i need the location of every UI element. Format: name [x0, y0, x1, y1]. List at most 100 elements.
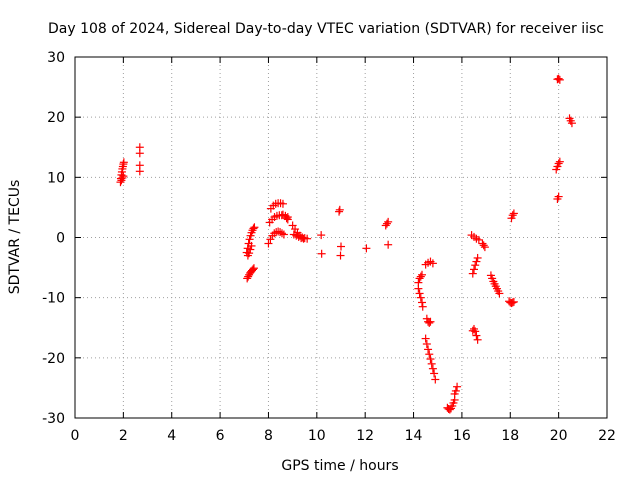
data-point — [567, 119, 576, 128]
data-point — [245, 249, 254, 258]
data-point — [416, 293, 425, 302]
y-tick-label: -30 — [42, 411, 65, 427]
data-point — [453, 382, 462, 391]
data-point — [384, 240, 393, 249]
data-point — [299, 234, 308, 243]
data-point — [554, 74, 563, 83]
data-point — [415, 289, 424, 298]
data-point — [468, 269, 477, 278]
data-point — [248, 265, 257, 274]
data-point — [479, 241, 488, 250]
data-point — [317, 231, 326, 240]
data-point — [554, 159, 563, 168]
data-point — [431, 375, 440, 384]
data-point — [336, 251, 345, 260]
x-tick-label: 6 — [216, 428, 225, 444]
x-tick-label: 4 — [167, 428, 176, 444]
x-tick-label: 10 — [308, 428, 326, 444]
data-point — [480, 243, 489, 252]
data-point — [270, 229, 279, 238]
data-point — [135, 167, 144, 176]
data-point — [337, 242, 345, 251]
data-point — [473, 253, 482, 262]
grid-lines — [75, 57, 607, 418]
data-point — [249, 264, 258, 273]
data-point — [473, 335, 482, 344]
data-point — [274, 227, 283, 236]
data-point — [335, 205, 344, 214]
data-point — [428, 364, 437, 373]
x-tick-label: 8 — [264, 428, 273, 444]
data-point — [277, 211, 286, 220]
data-point — [508, 298, 517, 307]
data-point — [250, 223, 259, 232]
data-point — [384, 217, 393, 226]
data-point — [418, 298, 427, 307]
data-point — [508, 211, 517, 220]
data-point — [278, 199, 287, 208]
data-point — [471, 327, 480, 336]
data-point — [382, 219, 391, 228]
data-point — [418, 270, 427, 279]
data-point — [422, 339, 431, 348]
data-point — [509, 209, 518, 218]
y-tick-label: 0 — [56, 231, 65, 247]
y-tick-label: 10 — [47, 170, 65, 186]
x-axis-label: GPS time / hours — [281, 458, 398, 474]
x-tick-label: 16 — [453, 428, 471, 444]
x-tick-label: 0 — [71, 428, 80, 444]
data-point — [282, 214, 291, 223]
data-point — [119, 172, 128, 181]
data-point — [451, 386, 460, 395]
data-point — [317, 249, 326, 258]
data-point — [425, 318, 434, 327]
y-axis-label: SDTVAR / TECUs — [7, 180, 23, 295]
x-tick-labels: 0 2 4 6 8 10 12 14 16 18 20 22 — [71, 428, 616, 444]
data-point — [283, 215, 292, 224]
data-point — [424, 345, 433, 354]
chart-title: Day 108 of 2024, Sidereal Day-to-day VTE… — [48, 21, 604, 37]
data-point — [555, 157, 564, 166]
data-point — [554, 192, 563, 201]
data-point — [430, 369, 439, 378]
data-point — [247, 241, 256, 250]
y-tick-label: 20 — [47, 110, 65, 126]
axis-ticks — [74, 56, 608, 419]
data-points — [116, 74, 576, 414]
data-point — [428, 259, 437, 268]
data-point — [472, 257, 481, 266]
data-point — [555, 75, 564, 84]
x-tick-label: 18 — [501, 428, 519, 444]
data-point — [471, 261, 480, 270]
y-tick-label: 30 — [47, 50, 65, 66]
data-point — [362, 244, 371, 253]
data-point — [426, 355, 435, 364]
data-point — [266, 235, 275, 244]
data-point — [245, 235, 254, 244]
data-point — [474, 235, 483, 244]
data-point — [472, 331, 481, 340]
data-point — [421, 334, 430, 343]
data-point — [244, 272, 253, 281]
data-point — [118, 173, 127, 182]
y-tick-label: -10 — [42, 291, 65, 307]
data-point — [426, 317, 435, 326]
data-point — [425, 350, 434, 359]
data-point — [277, 229, 286, 238]
data-point — [418, 302, 427, 311]
x-tick-label: 20 — [550, 428, 568, 444]
x-tick-label: 2 — [119, 428, 128, 444]
data-point — [470, 265, 478, 274]
data-point — [119, 158, 128, 167]
x-tick-label: 14 — [405, 428, 423, 444]
data-point — [243, 274, 252, 283]
y-tick-labels: -30 -20 -10 0 10 20 30 — [42, 50, 65, 427]
data-point — [495, 289, 504, 298]
data-point — [246, 245, 255, 254]
data-point — [264, 239, 273, 248]
data-point — [135, 149, 144, 158]
data-point — [249, 224, 258, 233]
data-point — [414, 284, 423, 293]
x-tick-label: 12 — [356, 428, 374, 444]
